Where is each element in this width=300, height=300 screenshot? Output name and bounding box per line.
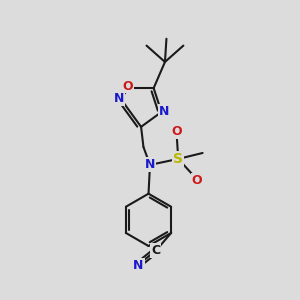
Text: O: O: [171, 125, 182, 138]
Text: N: N: [159, 105, 169, 118]
Text: N: N: [133, 259, 144, 272]
Text: O: O: [192, 174, 202, 187]
Text: S: S: [173, 152, 183, 166]
Text: N: N: [145, 158, 155, 171]
Text: N: N: [113, 92, 124, 105]
Text: O: O: [122, 80, 133, 92]
Text: C: C: [151, 244, 160, 257]
